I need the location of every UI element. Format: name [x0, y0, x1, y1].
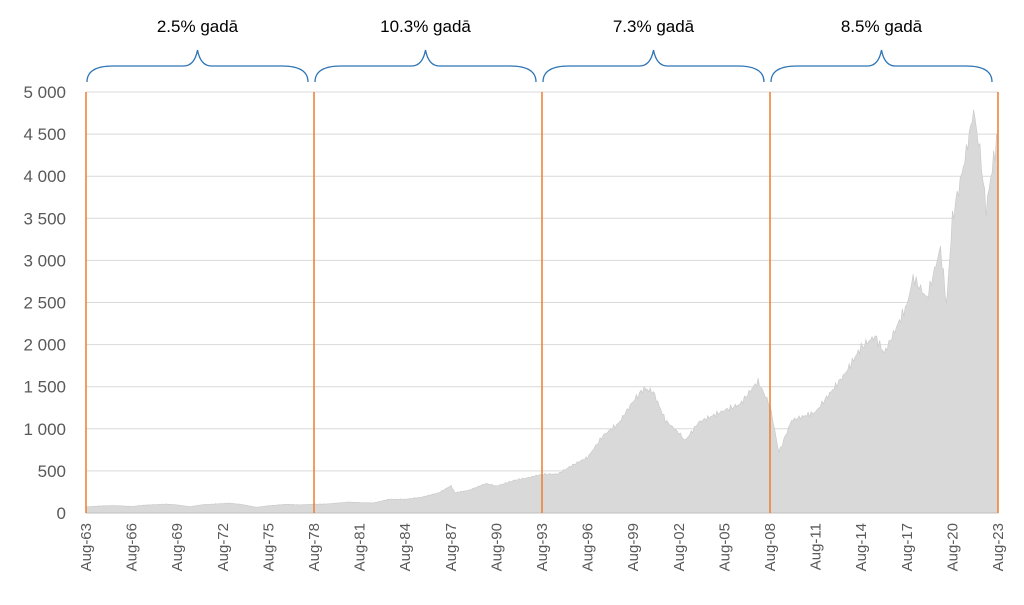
x-tick-label: Aug-14: [853, 523, 870, 571]
y-tick-label: 4 000: [23, 167, 66, 186]
x-tick-label: Aug-02: [671, 523, 688, 571]
x-tick-label: Aug-90: [488, 523, 505, 571]
period-label: 10.3% gadā: [380, 17, 471, 36]
period-label: 7.3% gadā: [613, 17, 695, 36]
x-tick-label: Aug-69: [169, 523, 186, 571]
y-tick-label: 3 000: [23, 251, 66, 270]
period-label: 2.5% gadā: [157, 17, 239, 36]
y-tick-label: 1 500: [23, 378, 66, 397]
x-tick-label: Aug-20: [944, 523, 961, 571]
period-brace: [86, 49, 309, 83]
period-brace: [770, 49, 993, 83]
x-tick-label: Aug-11: [808, 523, 825, 570]
period-label: 8.5% gadā: [841, 17, 923, 36]
y-tick-label: 3 500: [23, 209, 66, 228]
x-tick-labels: Aug-63 Aug-66 Aug-69 Aug-72 Aug-75 Aug-78 Aug-…: [78, 523, 1007, 571]
y-tick-labels: 0 500 1 000 1 500 2 000 2 500 3 000 3 500 4 000 4…: [23, 83, 66, 523]
x-tick-label: Aug-87: [443, 523, 460, 571]
period-annotations: 2.5% gadā 10.3% gadā 7.3% gadā 8.5% gadā: [85, 17, 999, 513]
period-brace: [542, 49, 765, 83]
y-tick-label: 2 000: [23, 336, 66, 355]
x-tick-label: Aug-08: [762, 523, 779, 571]
y-tick-label: 5 000: [23, 83, 66, 102]
x-tick-label: Aug-96: [580, 523, 597, 571]
period-brace: [314, 49, 537, 83]
y-tick-label: 500: [38, 462, 66, 481]
x-tick-label: Aug-81: [352, 523, 369, 571]
x-tick-label: Aug-05: [716, 523, 733, 571]
x-tick-label: Aug-93: [534, 523, 551, 571]
x-tick-label: Aug-78: [306, 523, 323, 571]
y-tick-label: 2 500: [23, 294, 66, 313]
x-tick-label: Aug-72: [215, 523, 232, 571]
x-tick-label: Aug-66: [124, 523, 141, 571]
y-tick-label: 4 500: [23, 125, 66, 144]
x-tick-label: Aug-17: [899, 523, 916, 571]
y-tick-label: 0: [57, 504, 66, 523]
x-tick-label: Aug-84: [397, 523, 414, 571]
x-tick-label: Aug-63: [78, 523, 95, 571]
x-tick-label: Aug-99: [625, 523, 642, 571]
y-tick-label: 1 000: [23, 420, 66, 439]
x-tick-label: Aug-75: [260, 523, 277, 571]
x-tick-label: Aug-23: [990, 523, 1007, 571]
